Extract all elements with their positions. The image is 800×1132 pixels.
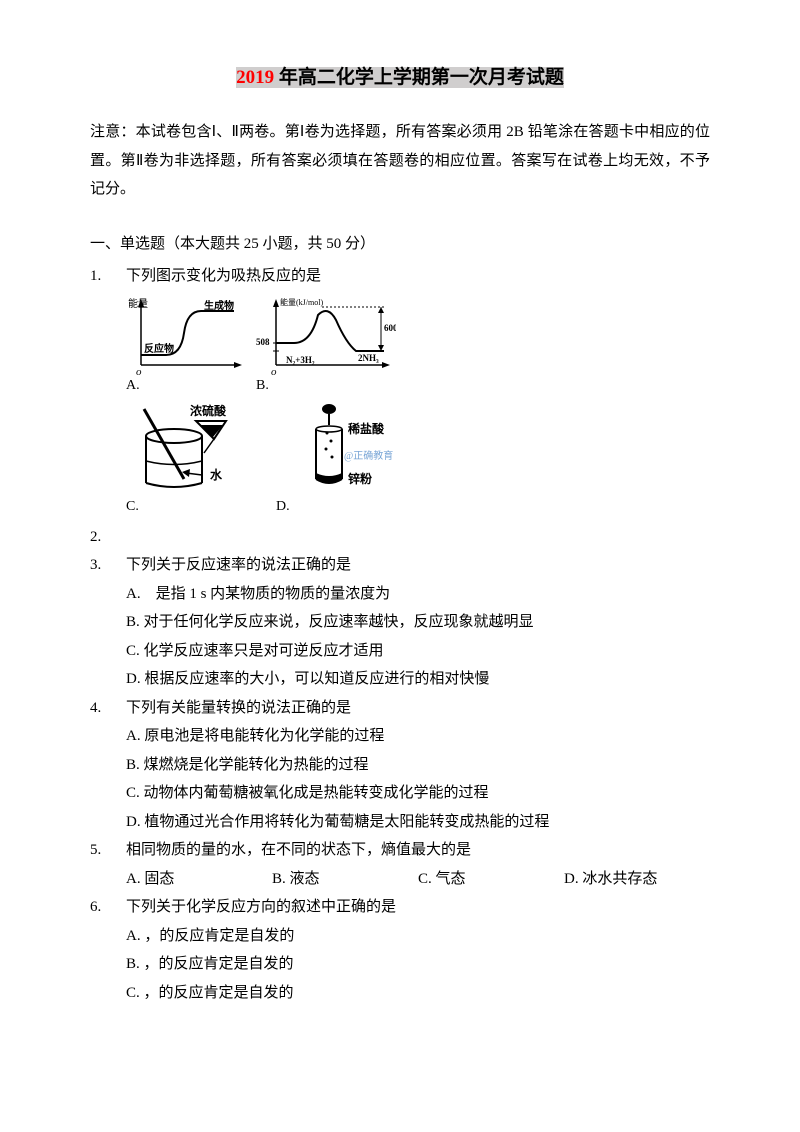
svg-text:生成物: 生成物 [204, 299, 234, 312]
q2-num: 2. [90, 523, 126, 552]
q6-opt-b: B. ，的反应肯定是自发的 [126, 950, 710, 979]
q1-label-c: C. [126, 494, 139, 521]
svg-text:2NH₃: 2NH₃ [358, 353, 379, 363]
section-heading: 一、单选题（本大题共 25 小题，共 50 分） [90, 230, 710, 259]
q5-opt-d: D. 冰水共存态 [564, 865, 710, 894]
q5-opt-b: B. 液态 [272, 865, 418, 894]
q3-opt-d: D. 根据反应速率的大小，可以知道反应进行的相对快慢 [126, 665, 710, 694]
q3-options: A. 是指 1 s 内某物质的物质的量浓度为 B. 对于任何化学反应来说，反应速… [90, 580, 710, 694]
question-3: 3. 下列关于反应速率的说法正确的是 [90, 551, 710, 580]
q4-opt-c: C. 动物体内葡萄糖被氧化成是热能转变成化学能的过程 [126, 779, 710, 808]
q3-opt-b: B. 对于任何化学反应来说，反应速率越快，反应现象就越明显 [126, 608, 710, 637]
question-1: 1. 下列图示变化为吸热反应的是 [90, 262, 710, 291]
q4-opt-d: D. 植物通过光合作用将转化为葡萄糖是太阳能转变成热能的过程 [126, 808, 710, 837]
q6-stem: 下列关于化学反应方向的叙述中正确的是 [126, 893, 710, 922]
dilution-beaker-icon: 浓硫酸 水 [126, 401, 256, 496]
q3-opt-c: C. 化学反应速率只是对可逆反应才适用 [126, 637, 710, 666]
question-5: 5. 相同物质的量的水，在不同的状态下，熵值最大的是 [90, 836, 710, 865]
svg-text:508: 508 [256, 337, 270, 347]
q5-num: 5. [90, 836, 126, 865]
question-6: 6. 下列关于化学反应方向的叙述中正确的是 [90, 893, 710, 922]
q3-stem: 下列关于反应速率的说法正确的是 [126, 551, 710, 580]
acid-zinc-tube-icon: 稀盐酸 @正确教育 锌粉 [276, 401, 406, 496]
q6-options: A. ，的反应肯定是自发的 B. ，的反应肯定是自发的 C. ，的反应肯定是自发… [90, 922, 710, 1008]
q1-label-b: B. [256, 373, 269, 400]
q1-label-d: D. [276, 494, 290, 521]
question-4: 4. 下列有关能量转换的说法正确的是 [90, 694, 710, 723]
svg-text:反应物: 反应物 [144, 342, 174, 355]
q1-figures: 能量 生成物 反应物 o A. 508 [90, 295, 710, 521]
q4-opt-b: B. 煤燃烧是化学能转化为热能的过程 [126, 751, 710, 780]
question-2: 2. [90, 523, 710, 552]
q1-label-a: A. [126, 373, 140, 400]
q3-num: 3. [90, 551, 126, 580]
q4-stem: 下列有关能量转换的说法正确的是 [126, 694, 710, 723]
svg-text:N₂+3H₂: N₂+3H₂ [286, 355, 315, 365]
svg-text:600: 600 [384, 323, 396, 333]
q5-stem: 相同物质的量的水，在不同的状态下，熵值最大的是 [126, 836, 710, 865]
q1-diagram-b: 508 600 能量(kJ/mol) N₂+3H₂ 2NH₃ o B. [256, 295, 396, 400]
svg-text:能量: 能量 [128, 297, 148, 310]
q1-diagram-a: 能量 生成物 反应物 o A. [126, 295, 246, 400]
title-rest: 年高二化学上学期第一次月考试题 [274, 67, 564, 88]
svg-text:水: 水 [210, 467, 223, 482]
q5-options: A. 固态 B. 液态 C. 气态 D. 冰水共存态 [90, 865, 710, 894]
q1-diagram-d: 稀盐酸 @正确教育 锌粉 D. [276, 401, 406, 521]
page-title: 2019 年高二化学上学期第一次月考试题 [90, 60, 710, 96]
svg-text:能量(kJ/mol): 能量(kJ/mol) [280, 297, 323, 307]
q1-num: 1. [90, 262, 126, 291]
svg-text:稀盐酸: 稀盐酸 [348, 421, 385, 436]
instructions: 注意：本试卷包含Ⅰ、Ⅱ两卷。第Ⅰ卷为选择题，所有答案必须用 2B 铅笔涂在答题卡… [90, 118, 710, 204]
svg-text:o: o [271, 366, 277, 375]
q5-opt-a: A. 固态 [126, 865, 272, 894]
q6-opt-c: C. ，的反应肯定是自发的 [126, 979, 710, 1008]
q6-opt-a: A. ，的反应肯定是自发的 [126, 922, 710, 951]
q4-options: A. 原电池是将电能转化为化学能的过程 B. 煤燃烧是化学能转化为热能的过程 C… [90, 722, 710, 836]
svg-text:锌粉: 锌粉 [348, 471, 372, 486]
q5-opt-c: C. 气态 [418, 865, 564, 894]
svg-text:@正确教育: @正确教育 [344, 449, 393, 462]
q4-opt-a: A. 原电池是将电能转化为化学能的过程 [126, 722, 710, 751]
energy-curve-a-icon: 能量 生成物 反应物 o [126, 295, 246, 375]
energy-curve-b-icon: 508 600 能量(kJ/mol) N₂+3H₂ 2NH₃ o [256, 295, 396, 375]
q3-opt-a: A. 是指 1 s 内某物质的物质的量浓度为 [126, 580, 710, 609]
q1-diagram-c: 浓硫酸 水 C. [126, 401, 256, 521]
q1-stem: 下列图示变化为吸热反应的是 [126, 262, 710, 291]
svg-text:浓硫酸: 浓硫酸 [190, 403, 227, 418]
q6-num: 6. [90, 893, 126, 922]
q4-num: 4. [90, 694, 126, 723]
title-year: 2019 [236, 67, 274, 88]
